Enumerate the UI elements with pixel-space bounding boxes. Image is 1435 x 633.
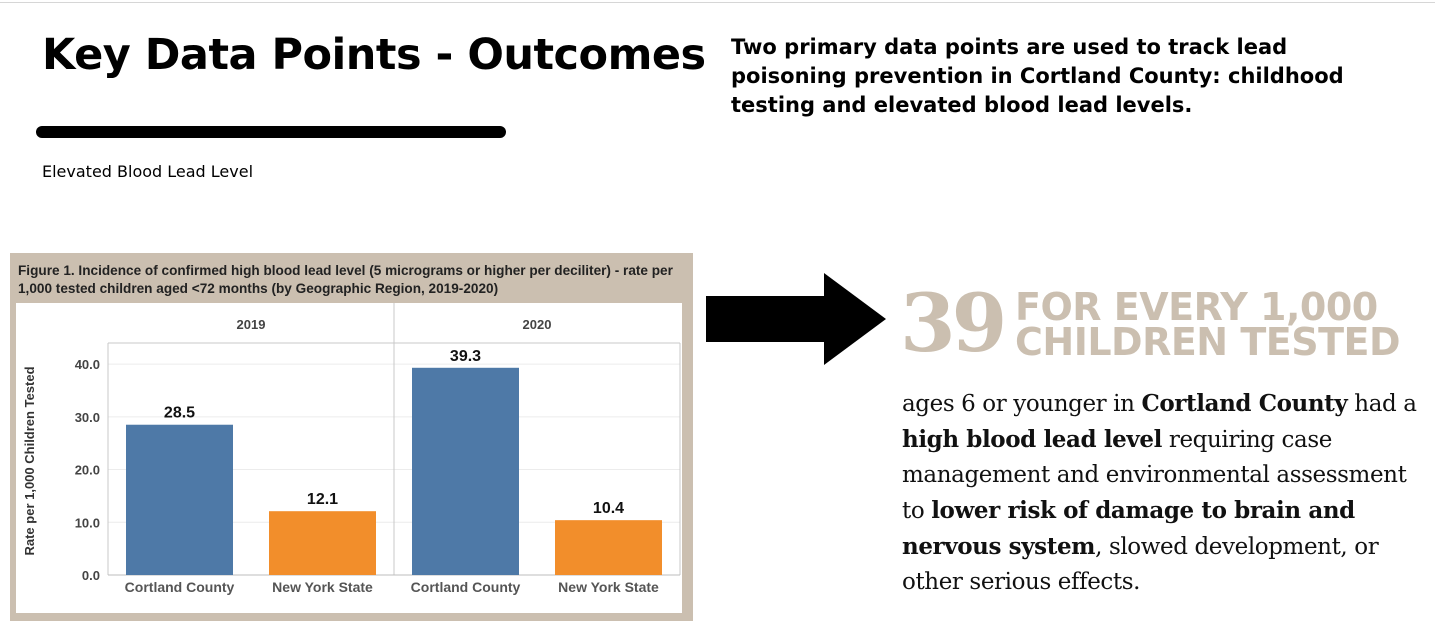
data-label: 28.5: [164, 405, 195, 422]
y-axis-title: Rate per 1,000 Children Tested: [22, 366, 37, 555]
x-tick-label: New York State: [558, 579, 659, 595]
highlight-caption: FOR EVERY 1,000 CHILDREN TESTED: [1015, 285, 1415, 364]
y-tick-label: 40.0: [75, 357, 100, 372]
highlight-caption-line-2: CHILDREN TESTED: [1015, 320, 1401, 364]
y-tick-label: 0.0: [82, 568, 100, 583]
panel-header-2019: 2019: [237, 317, 266, 332]
data-label: 12.1: [307, 491, 338, 508]
data-label: 39.3: [450, 348, 481, 365]
description-text: ages 6 or younger in Cortland County had…: [902, 386, 1432, 600]
bar-chart: 0.0 10.0 20.0 30.0 40.0 Rate per 1,000 Childr…: [22, 303, 681, 595]
page-title: Key Data Points - Outcomes: [42, 30, 706, 80]
x-tick-label: Cortland County: [411, 579, 521, 595]
y-tick-label: 10.0: [75, 515, 100, 530]
right-arrow-icon: [706, 273, 886, 365]
y-tick-label: 30.0: [75, 410, 100, 425]
x-tick-label: Cortland County: [125, 579, 235, 595]
description-bold-2: high blood lead level: [902, 426, 1162, 453]
intro-text: Two primary data points are used to trac…: [731, 35, 1344, 117]
x-tick-label: New York State: [272, 579, 373, 595]
y-tick-label: 20.0: [75, 463, 100, 478]
section-label: Elevated Blood Lead Level: [42, 162, 254, 181]
description-part-1: ages 6 or younger in: [902, 391, 1142, 417]
bar-2019-1: [269, 511, 376, 575]
top-divider: [0, 2, 1435, 3]
bar-2020-1: [555, 520, 662, 575]
bar-2019-0: [126, 424, 233, 575]
highlight-number: 39: [900, 276, 1007, 370]
description-bold-1: Cortland County: [1141, 390, 1348, 417]
description-bold-3: lower risk of damage to brain and nervou…: [902, 497, 1355, 560]
highlight-caption-line-1: FOR EVERY 1,000: [1015, 285, 1378, 329]
description-part-4: , slowed development, or other serious e…: [902, 534, 1379, 595]
panel-header-2020: 2020: [523, 317, 552, 332]
description-part-2: had a: [1347, 391, 1417, 417]
data-label: 10.4: [593, 500, 624, 517]
bar-2020-0: [412, 367, 519, 575]
description-part-3: requiring case management and environmen…: [902, 427, 1407, 524]
figure-caption: Figure 1. Incidence of confirmed high bl…: [18, 263, 673, 296]
title-underline: [36, 126, 506, 138]
